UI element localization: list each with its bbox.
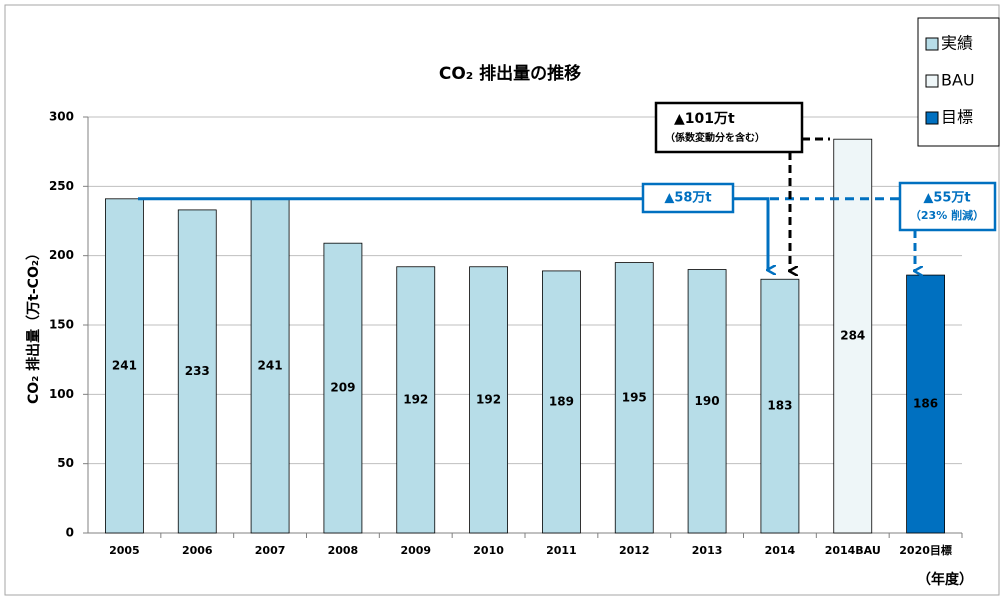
data-label: 284 <box>840 329 865 343</box>
bar <box>396 266 436 534</box>
annotation-box <box>898 181 997 232</box>
legend-swatch <box>925 37 939 51</box>
annotation-box <box>654 101 804 154</box>
x-tick-label: 2014BAU <box>825 544 881 557</box>
annotation: （23% 削減） <box>910 208 984 222</box>
x-tick-label: 2014 <box>765 544 796 557</box>
x-axis-label: （年度） <box>917 571 973 588</box>
x-tick-label: 2012 <box>619 544 650 557</box>
bar <box>105 198 144 534</box>
legend-label: 実績 <box>941 34 973 53</box>
x-tick-label: 2013 <box>692 544 723 557</box>
bar <box>833 138 873 534</box>
x-tick-label: 2009 <box>400 544 431 557</box>
x-tick-label: 2020目標 <box>899 543 952 557</box>
bar <box>760 278 800 534</box>
y-tick-label: 300 <box>49 110 74 124</box>
annotation: ▲101万t <box>674 111 735 127</box>
bar <box>469 266 508 534</box>
chart-title: CO₂ 排出量の推移 <box>439 63 581 84</box>
y-tick-label: 200 <box>49 248 74 262</box>
y-tick-label: 150 <box>49 318 74 332</box>
y-axis-label: CO₂ 排出量（万t-CO₂） <box>25 246 42 404</box>
annotation-box <box>641 182 735 214</box>
x-tick-label: 2007 <box>255 544 286 557</box>
bar <box>542 270 581 534</box>
y-tick-label: 250 <box>49 179 74 193</box>
data-label: 192 <box>403 392 428 406</box>
data-label: 192 <box>476 392 501 406</box>
bar <box>250 198 290 534</box>
data-label: 195 <box>622 390 647 404</box>
annotation: ▲58万t <box>664 191 711 206</box>
bar <box>323 242 363 534</box>
data-label: 241 <box>112 358 137 372</box>
data-label: 209 <box>330 381 355 395</box>
x-tick-label: 2008 <box>328 544 359 557</box>
bar <box>614 262 654 534</box>
legend-swatch <box>925 74 939 88</box>
legend-swatch <box>925 111 939 125</box>
x-tick-label: 2010 <box>473 544 504 557</box>
data-label: 233 <box>185 364 210 378</box>
annotations: ▲101万t （係数変動分を含む） ▲58万t ▲55万t （23% 削減） <box>138 101 997 271</box>
bar <box>906 274 945 534</box>
bar <box>177 209 217 534</box>
data-label: 241 <box>258 358 283 372</box>
annotation: ▲55万t <box>923 191 970 206</box>
data-label: 183 <box>767 399 792 413</box>
y-tick-label: 100 <box>49 387 74 401</box>
bar <box>687 269 727 534</box>
x-tick-label: 2005 <box>109 544 140 557</box>
data-label: 190 <box>695 394 720 408</box>
legend-label: 目標 <box>941 108 973 127</box>
x-tick-label: 2011 <box>546 544 577 557</box>
arrow <box>733 197 768 270</box>
data-label: 186 <box>913 397 938 411</box>
y-tick-label: 0 <box>66 526 74 540</box>
x-tick-label: 2006 <box>182 544 213 557</box>
annotation: （係数変動分を含む） <box>665 131 765 144</box>
data-label: 189 <box>549 394 574 408</box>
y-tick-label: 50 <box>57 456 74 470</box>
legend-label: BAU <box>941 71 975 90</box>
